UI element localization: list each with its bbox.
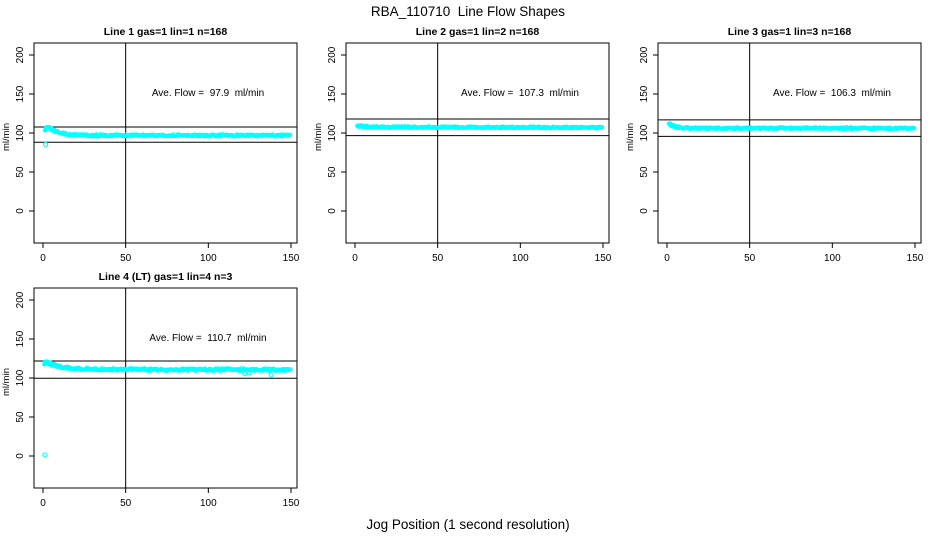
y-tick-label: 100 <box>327 124 338 141</box>
data-point <box>52 127 57 133</box>
subplot-4-title: Line 4 (LT) gas=1 lin=4 n=3 <box>99 271 233 283</box>
data-points <box>42 359 293 458</box>
subplot-line-3: 0 50 100 150 0 50 100 150 200 ml/min <box>625 42 924 264</box>
plot-box <box>657 42 922 244</box>
x-tick-label: 50 <box>432 253 444 264</box>
y-tick-label: 150 <box>15 330 26 347</box>
main-title: RBA_110710 Line Flow Shapes <box>371 4 565 19</box>
y-tick-label: 50 <box>639 166 650 178</box>
y-tick-label: 50 <box>327 166 338 178</box>
x-tick-label: 100 <box>200 253 217 264</box>
x-tick-label: 50 <box>744 253 756 264</box>
y-axis-label: ml/min <box>1 123 12 151</box>
y-tick-label: 200 <box>639 46 650 63</box>
outlier-point <box>42 452 48 458</box>
x-tick-label: 150 <box>595 253 612 264</box>
subplot-1-title: Line 1 gas=1 lin=1 n=168 <box>104 26 228 38</box>
x-tick-label: 50 <box>120 253 132 264</box>
y-tick-label: 100 <box>15 369 26 386</box>
y-tick-label: 200 <box>327 46 338 63</box>
x-tick-label: 100 <box>824 253 841 264</box>
subplot-line-1: 0 50 100 150 0 50 100 150 200 ml/min <box>1 42 300 264</box>
subplot-grid: 0 50 100 150 0 50 100 150 200 ml/min 0 50 100 150 0 50 1… <box>1 42 924 509</box>
y-tick-label: 150 <box>327 85 338 102</box>
subplot-3-title: Line 3 gas=1 lin=3 n=168 <box>728 26 852 38</box>
outlier-point <box>268 372 274 378</box>
subplot-3-annotation: Ave. Flow = 106.3 ml/min <box>773 88 891 99</box>
data-point <box>912 126 917 131</box>
plot-box <box>33 287 298 489</box>
x-tick-label: 0 <box>40 498 46 509</box>
y-tick-label: 150 <box>639 85 650 102</box>
outlier-point <box>242 370 248 377</box>
y-axis-label: ml/min <box>625 123 636 151</box>
subplot-line-4: 0 50 100 150 0 50 100 150 200 ml/min <box>1 287 300 509</box>
x-tick-label: 100 <box>512 253 529 264</box>
data-point <box>288 367 293 372</box>
x-tick-label: 0 <box>352 253 358 264</box>
plot-box <box>345 42 610 244</box>
x-tick-label: 150 <box>283 253 300 264</box>
x-tick-label: 100 <box>200 498 217 509</box>
subplot-4-annotation: Ave. Flow = 110.7 ml/min <box>149 333 266 344</box>
x-tick-label: 150 <box>907 253 924 264</box>
y-tick-label: 0 <box>15 208 26 214</box>
outlier-point <box>43 141 49 147</box>
data-points <box>42 124 293 147</box>
outlier-point <box>246 370 252 376</box>
data-points <box>666 121 917 132</box>
x-tick-label: 0 <box>40 253 46 264</box>
y-tick-label: 0 <box>327 208 338 214</box>
y-tick-label: 100 <box>639 124 650 141</box>
y-tick-label: 0 <box>639 208 650 214</box>
data-point <box>600 124 605 130</box>
subplot-2-annotation: Ave. Flow = 107.3 ml/min <box>461 88 579 99</box>
y-axis-label: ml/min <box>1 368 12 396</box>
y-tick-label: 200 <box>15 46 26 63</box>
data-points <box>355 123 605 131</box>
y-tick-label: 100 <box>15 124 26 141</box>
subplot-1-annotation: Ave. Flow = 97.9 ml/min <box>152 88 264 99</box>
x-tick-label: 0 <box>664 253 670 264</box>
y-tick-label: 200 <box>15 291 26 308</box>
y-axis-label: ml/min <box>313 123 324 151</box>
data-point <box>52 362 57 367</box>
x-tick-label: 50 <box>120 498 132 509</box>
x-axis-title: Jog Position (1 second resolution) <box>366 517 569 532</box>
subplot-line-2: 0 50 100 150 0 50 100 150 200 ml/min <box>313 42 612 264</box>
y-tick-label: 50 <box>15 411 26 423</box>
x-tick-label: 150 <box>283 498 300 509</box>
data-point <box>677 124 682 130</box>
data-point <box>288 132 293 137</box>
subplot-2-title: Line 2 gas=1 lin=2 n=168 <box>416 26 540 38</box>
data-point <box>52 129 58 135</box>
plot-box <box>33 42 298 244</box>
y-tick-label: 150 <box>15 85 26 102</box>
y-tick-label: 50 <box>15 166 26 178</box>
y-tick-label: 0 <box>15 453 26 459</box>
data-point <box>365 124 370 129</box>
